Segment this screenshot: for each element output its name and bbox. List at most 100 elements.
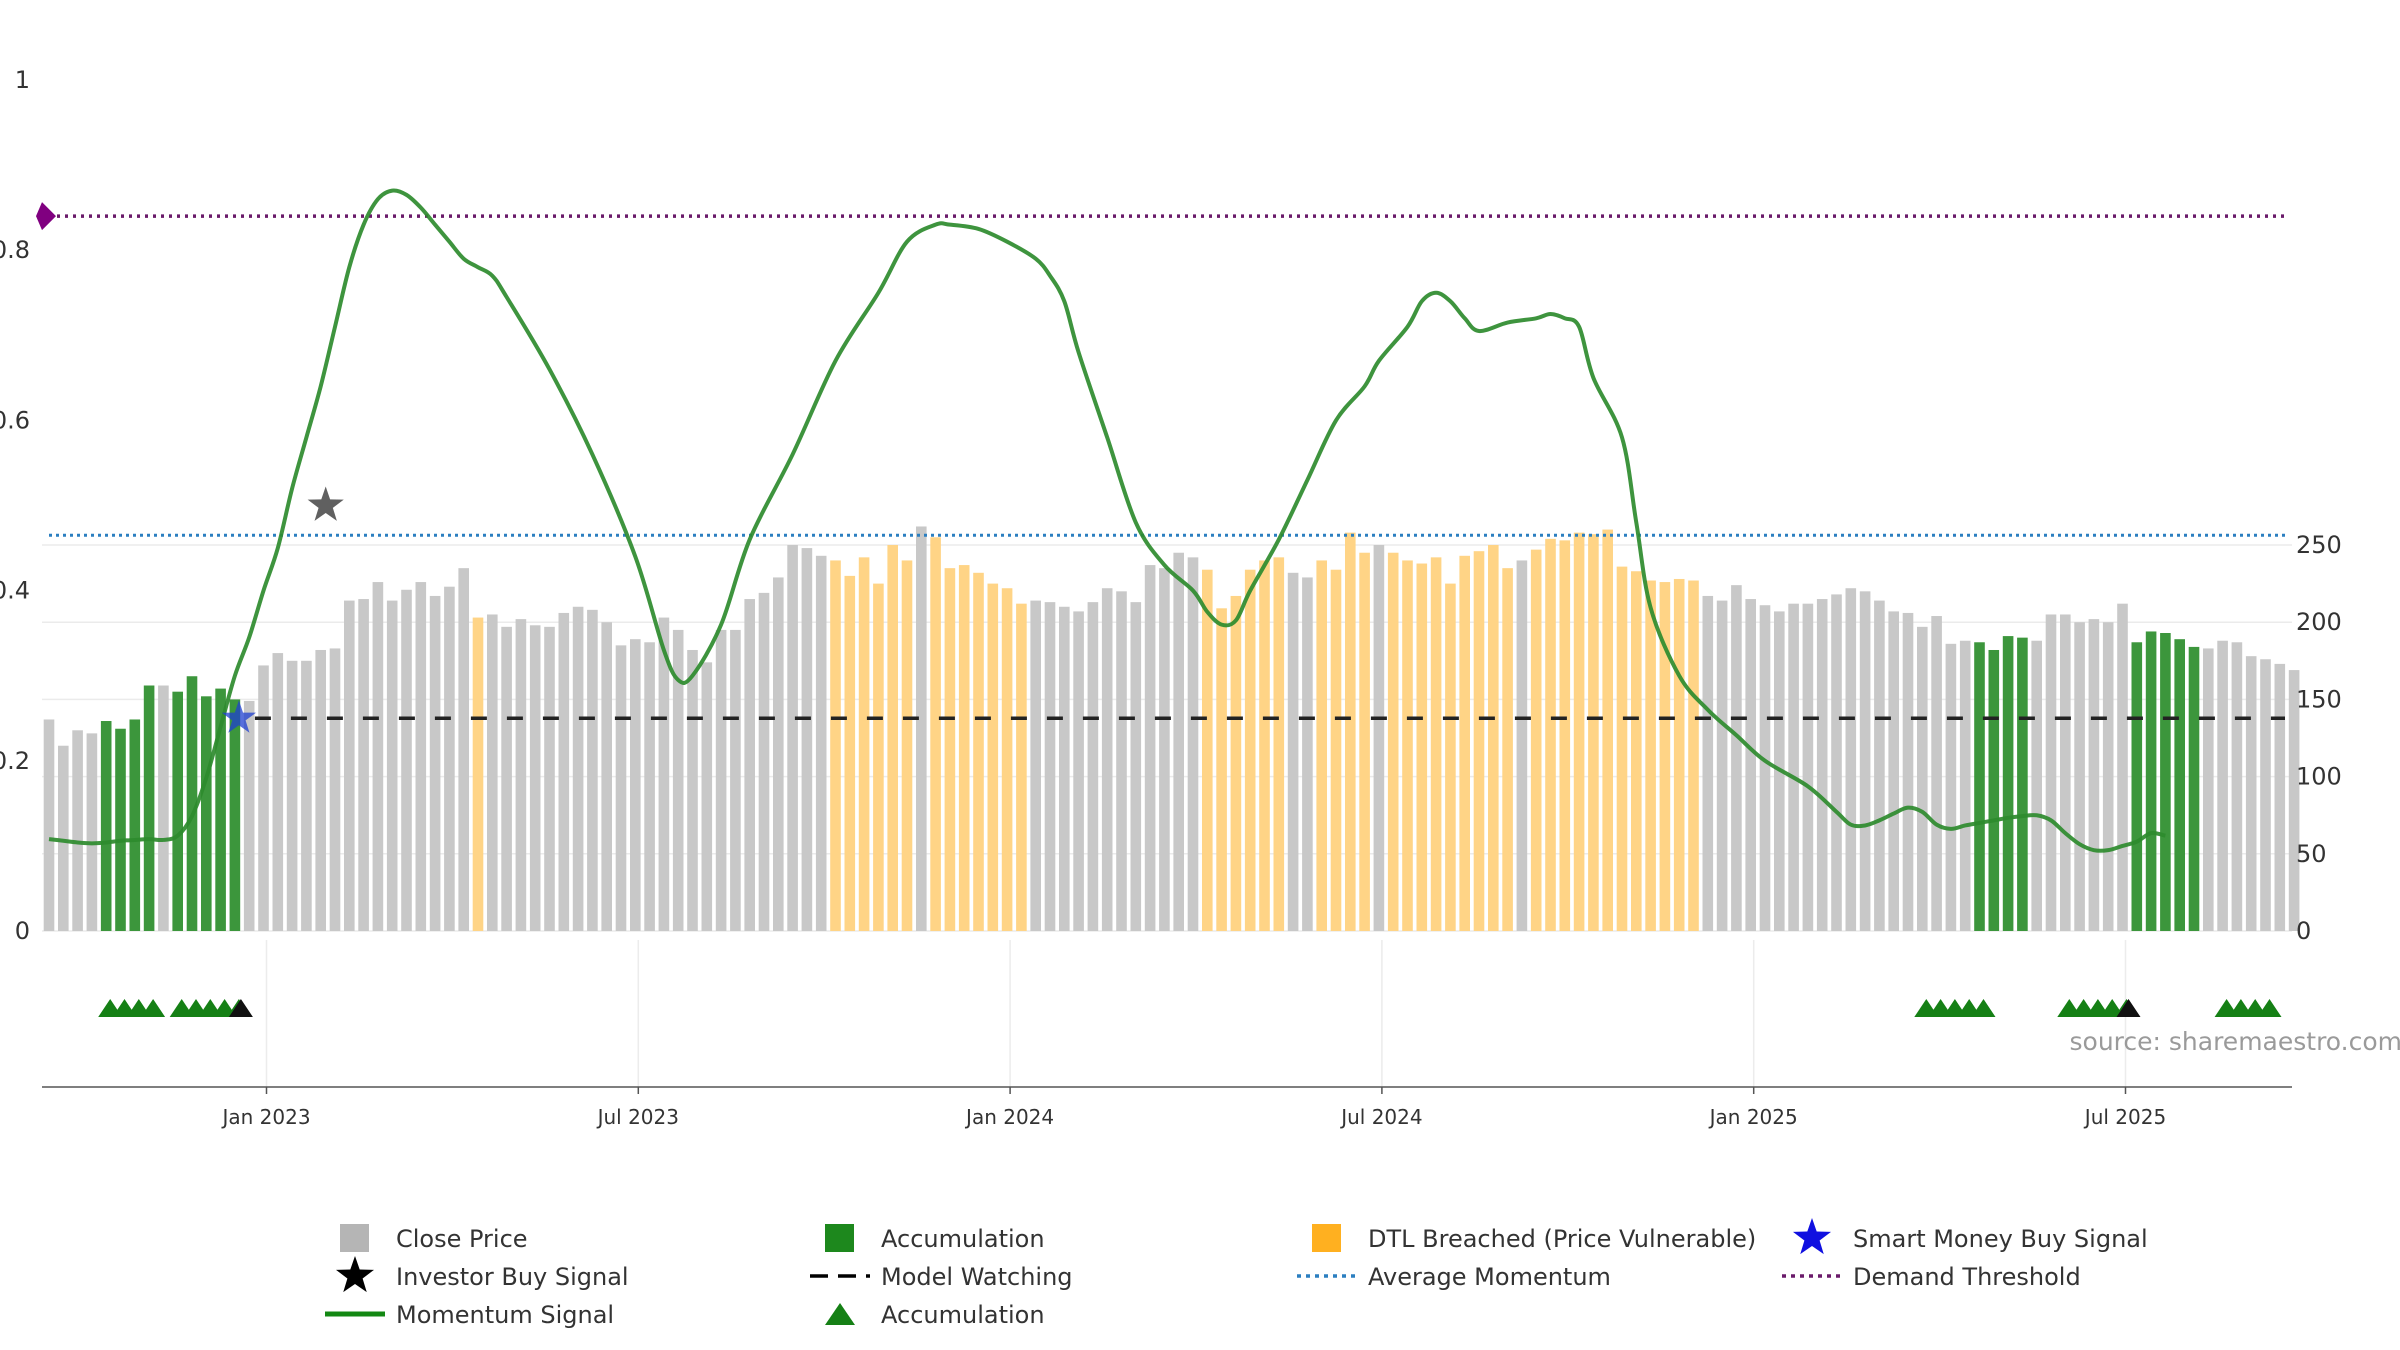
price-bar xyxy=(1316,560,1327,931)
price-bar xyxy=(1988,649,2000,931)
price-bar xyxy=(2245,656,2257,931)
price-bar xyxy=(286,660,298,931)
left-y-tick-label: 0.4 xyxy=(0,577,30,605)
price-bar xyxy=(1216,608,1227,931)
price-bar xyxy=(2060,614,2071,931)
price-bar xyxy=(973,572,984,931)
price-bar xyxy=(1416,563,1428,931)
price-bar xyxy=(1888,611,1899,931)
price-bar xyxy=(930,537,941,931)
price-bar xyxy=(158,685,169,931)
price-bar xyxy=(415,582,427,931)
demand-threshold-diamond xyxy=(36,202,56,231)
x-tick-label: Jan 2023 xyxy=(220,1105,310,1129)
price-bar xyxy=(372,582,384,931)
price-bar xyxy=(1502,568,1513,931)
price-bar xyxy=(1902,612,1914,931)
right-y-tick-label: 50 xyxy=(2296,840,2327,868)
price-bar xyxy=(2288,670,2300,931)
price-bar xyxy=(873,583,884,931)
price-bar xyxy=(1202,569,1213,931)
right-y-tick-label: 100 xyxy=(2296,763,2342,791)
price-bars xyxy=(43,526,2300,931)
price-bar xyxy=(644,642,655,931)
price-bar xyxy=(1016,603,1027,931)
price-bar xyxy=(1087,602,1099,931)
price-bar xyxy=(1959,640,1971,931)
price-bar xyxy=(558,612,570,931)
price-bar xyxy=(201,696,212,931)
source-label: source: sharemaestro.com xyxy=(2070,1027,2400,1056)
momentum-signal-line xyxy=(48,188,2166,853)
price-bar xyxy=(115,728,126,931)
price-bar xyxy=(272,653,284,931)
price-bar xyxy=(801,548,813,931)
price-bar xyxy=(1673,578,1685,931)
left-y-tick-label: 1 xyxy=(15,66,30,94)
price-bar xyxy=(1259,560,1270,931)
price-bar xyxy=(215,688,226,931)
legend-swatch-star xyxy=(1792,1218,1832,1255)
smart-money-buy-signal-marker xyxy=(221,700,257,733)
price-bar xyxy=(672,629,684,931)
price-bar xyxy=(2002,636,2014,931)
price-bar xyxy=(172,691,183,931)
investor-buy-signal-marker xyxy=(307,486,344,521)
price-bar xyxy=(844,575,856,931)
price-bar xyxy=(315,649,326,931)
price-bar xyxy=(1974,642,1985,931)
legend-swatch-star xyxy=(335,1256,375,1293)
price-bar xyxy=(1816,599,1828,931)
price-bar xyxy=(243,700,255,931)
price-bar xyxy=(2131,642,2143,931)
price-bar xyxy=(1030,600,1041,931)
price-bar xyxy=(1187,557,1199,931)
price-bar xyxy=(587,609,598,931)
price-bar xyxy=(701,662,713,931)
price-bar xyxy=(1445,583,1456,931)
price-bar xyxy=(529,625,541,931)
price-bar xyxy=(858,557,870,931)
price-bar xyxy=(1345,532,1356,931)
price-bar xyxy=(1545,538,1556,931)
price-bar xyxy=(1073,611,1084,931)
price-bar xyxy=(1359,552,1370,931)
legend-label: Investor Buy Signal xyxy=(396,1263,629,1291)
accumulation-marker xyxy=(2257,999,2282,1017)
price-bar xyxy=(1874,600,1885,931)
price-bar xyxy=(1144,565,1156,931)
left-y-tick-label: 0.8 xyxy=(0,236,30,264)
price-bar xyxy=(944,568,956,931)
price-bar xyxy=(2188,646,2200,931)
price-bar xyxy=(630,639,641,931)
price-bar xyxy=(1731,585,1742,931)
price-bar xyxy=(429,595,441,931)
price-bar xyxy=(2217,640,2228,931)
right-y-tick-label: 0 xyxy=(2296,917,2311,945)
price-bar xyxy=(1273,557,1285,931)
price-bar xyxy=(1559,540,1571,931)
price-bar xyxy=(958,565,970,931)
price-bar xyxy=(1230,595,1242,931)
price-bar xyxy=(1459,555,1470,931)
marker-panel xyxy=(98,999,2282,1017)
price-bar xyxy=(1716,600,1728,931)
price-bar xyxy=(229,699,241,931)
price-bar xyxy=(43,719,55,931)
legend-label: Demand Threshold xyxy=(1853,1263,2081,1291)
price-bar xyxy=(2017,637,2028,931)
price-bar xyxy=(830,560,841,931)
price-bar xyxy=(1473,551,1485,931)
price-bar xyxy=(1917,626,1928,931)
price-bar xyxy=(2260,659,2271,931)
price-bar xyxy=(1330,569,1342,931)
legend-label: Close Price xyxy=(396,1225,528,1253)
price-bar xyxy=(1244,569,1256,931)
price-bar xyxy=(1831,594,1842,931)
price-bar xyxy=(1101,588,1113,931)
price-bar xyxy=(1602,529,1613,931)
price-bar xyxy=(1159,568,1170,931)
price-bar xyxy=(143,685,155,931)
price-bar xyxy=(1402,560,1413,931)
